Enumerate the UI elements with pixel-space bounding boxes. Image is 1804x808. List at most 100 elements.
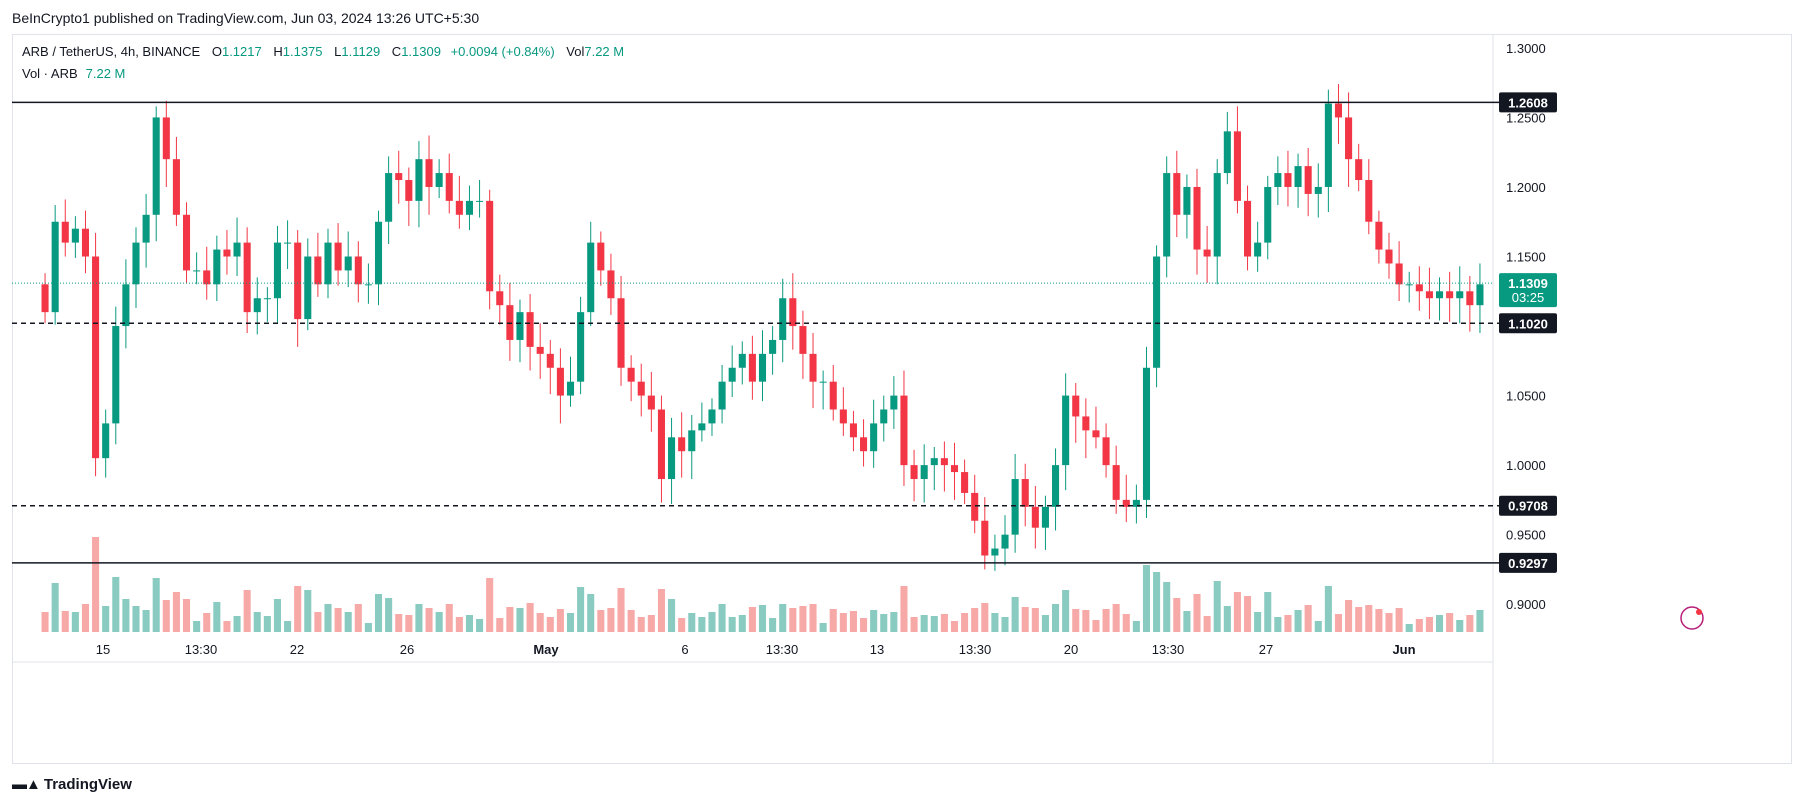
candle-body: [698, 423, 706, 431]
candle-body: [425, 159, 433, 187]
volume-bar: [1142, 565, 1151, 632]
candle-body: [294, 242, 302, 320]
volume-bar: [162, 600, 170, 632]
volume-bar: [1314, 621, 1322, 632]
candle-body: [243, 242, 251, 313]
candle-body: [910, 465, 918, 480]
volume-bar: [607, 608, 615, 632]
candle-body: [961, 472, 969, 493]
candle-body: [496, 291, 504, 306]
tradingview-logo[interactable]: ▬▲ TradingView: [12, 776, 132, 793]
x-tick-label: May: [533, 642, 559, 657]
candle-body: [486, 200, 494, 292]
candle-body: [172, 159, 180, 215]
y-tick-label: 1.2000: [1506, 180, 1546, 195]
candle-body: [263, 298, 271, 300]
candle-body: [1365, 180, 1373, 222]
candle-body: [455, 200, 463, 215]
volume-legend: Vol · ARB 7.22 M: [22, 66, 125, 81]
volume-bar: [698, 617, 706, 632]
candle-body: [1223, 131, 1231, 174]
volume-bar: [1092, 620, 1100, 632]
volume-bar: [415, 604, 423, 632]
y-tick-label: 1.0500: [1506, 389, 1546, 404]
volume-bar: [132, 606, 140, 632]
volume-bar: [122, 599, 130, 632]
candle-body: [799, 326, 807, 354]
volume-bar: [243, 590, 251, 632]
candle-body: [678, 437, 686, 452]
candle-body: [1395, 263, 1403, 285]
candle-body: [112, 326, 120, 424]
candle-body: [1092, 430, 1100, 438]
candle-body: [1264, 186, 1272, 243]
volume-bar: [779, 604, 787, 632]
candle-body: [1456, 291, 1464, 299]
chart-frame[interactable]: [12, 34, 1792, 764]
candle-body: [61, 221, 69, 243]
candle-body: [1334, 103, 1343, 118]
volume-bar: [364, 623, 372, 632]
volume-bar: [172, 592, 180, 632]
candle-body: [81, 228, 90, 257]
candle-body: [779, 298, 787, 340]
volume-bar: [1153, 572, 1161, 632]
volume-bar: [647, 615, 655, 632]
candle-body: [536, 346, 544, 354]
volume-bar: [920, 615, 928, 632]
volume-bar: [1112, 604, 1120, 632]
volume-bar: [1031, 608, 1039, 632]
candle-body: [465, 200, 473, 215]
volume-bar: [1435, 615, 1444, 632]
candle-body: [1284, 173, 1292, 187]
candle-body: [142, 214, 150, 243]
volume-bar: [1173, 598, 1181, 632]
volume-bar: [748, 607, 756, 632]
volume-bar: [193, 621, 201, 632]
x-tick-label: 13:30: [185, 642, 218, 657]
candle-body: [546, 353, 554, 368]
volume-bar: [465, 615, 473, 632]
vol-value: 7.22 M: [584, 44, 625, 59]
volume-bar: [890, 612, 898, 632]
candle-body: [1072, 395, 1080, 417]
volume-bar: [1345, 600, 1353, 632]
x-tick-label: 22: [290, 642, 304, 657]
volume-bar: [486, 578, 494, 632]
candle-body: [940, 458, 948, 466]
candle-body: [981, 520, 989, 556]
x-tick-label: 6: [681, 642, 688, 657]
candle-body: [364, 284, 372, 286]
candle-body: [1173, 173, 1181, 215]
candle-body: [203, 270, 211, 285]
volume-bar: [203, 613, 211, 632]
volume-bar: [526, 603, 534, 632]
vol-series-value: 7.22 M: [85, 66, 126, 81]
volume-bar: [374, 594, 383, 632]
volume-bar: [435, 612, 443, 632]
high-value: 1.1375: [282, 44, 323, 59]
low-value: 1.1129: [341, 44, 381, 59]
candle-body: [1345, 117, 1353, 160]
candle-body: [819, 381, 827, 383]
volume-bar: [1233, 592, 1241, 632]
volume-bar: [284, 621, 292, 632]
volume-bar: [71, 612, 79, 632]
candle-body: [344, 256, 352, 271]
volume-bar: [233, 616, 241, 632]
candle-body: [577, 312, 585, 382]
volume-bar: [1264, 592, 1272, 632]
candle-body: [556, 367, 564, 396]
high-label: H: [273, 44, 283, 59]
volume-bar: [344, 612, 352, 632]
candle-body: [1132, 499, 1140, 507]
candle-body: [839, 409, 847, 424]
candle-body: [1476, 284, 1484, 306]
volume-bar: [637, 617, 645, 632]
candle-body: [860, 437, 868, 452]
candle-body: [587, 242, 595, 313]
candle-body: [1466, 291, 1474, 306]
candle-body: [647, 395, 655, 410]
volume-bar: [839, 613, 847, 632]
